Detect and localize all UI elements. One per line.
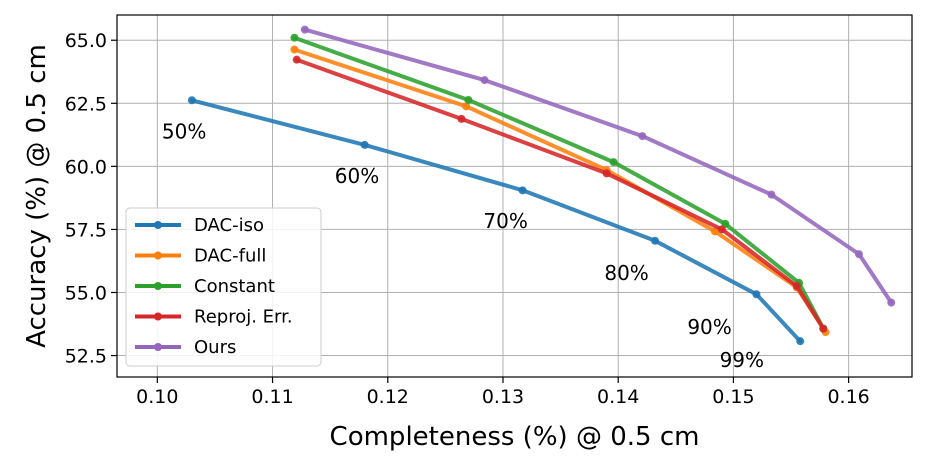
legend-swatch-marker: [154, 251, 162, 260]
data-point-constant: [290, 33, 299, 42]
percent-annotation: 50%: [162, 120, 206, 144]
series-line-ours: [302, 27, 894, 305]
y-tick-label: 62.5: [65, 93, 107, 115]
data-point-reproj-err: [457, 114, 466, 123]
annotation-layer: 50% 60% 70% 80% 90% 99%: [162, 120, 764, 372]
series-line-constant: [292, 35, 826, 331]
legend-box: [125, 207, 322, 367]
legend-label: Ours: [194, 337, 236, 358]
legend-swatch-marker: [154, 221, 162, 229]
x-tick-label: 0.16: [827, 386, 869, 408]
x-tick-label: 0.15: [712, 386, 754, 408]
data-point-dac-full: [290, 45, 299, 54]
data-point-ours: [480, 76, 489, 85]
data-point-ours: [767, 190, 776, 199]
data-point-ours: [855, 250, 863, 259]
data-point-dac-iso: [518, 186, 527, 195]
data-point-constant: [464, 96, 473, 105]
grid-layer: [117, 15, 912, 377]
data-point-ours: [887, 298, 896, 307]
legend-swatch-marker: [154, 312, 162, 321]
legend-swatch-marker: [154, 343, 162, 351]
data-point-dac-iso: [360, 140, 369, 149]
tick-layer: 0.10 0.11 0.12 0.13 0.14 0.15 0.16 52.5 55.0 57.5…: [65, 30, 870, 408]
series-dac-iso: [187, 96, 805, 346]
data-point-dac-iso: [651, 236, 660, 245]
legend: DAC-iso DAC-full Constant Reproj. Err. Ours: [125, 207, 322, 367]
data-point-reproj-err: [602, 169, 611, 178]
legend-label: DAC-full: [194, 246, 266, 267]
x-tick-label: 0.12: [367, 386, 409, 408]
y-tick-label: 57.5: [65, 219, 107, 241]
series-reproj-err: [292, 55, 828, 333]
percent-annotation: 99%: [720, 348, 764, 372]
data-point-dac-iso: [796, 337, 805, 346]
percent-annotation: 60%: [335, 164, 379, 188]
data-point-reproj-err: [792, 282, 801, 291]
data-point-dac-iso: [187, 96, 196, 105]
legend-label: DAC-iso: [194, 215, 264, 236]
series-ours: [300, 25, 896, 307]
legend-swatch-marker: [154, 282, 162, 290]
data-point-ours: [638, 132, 647, 141]
percent-annotation: 80%: [604, 261, 648, 285]
y-axis-title: Accuracy (%) @ 0.5 cm: [22, 44, 52, 348]
y-tick-label: 52.5: [65, 346, 107, 368]
data-point-constant: [609, 158, 618, 167]
percent-annotation: 90%: [687, 315, 731, 339]
data-point-reproj-err: [819, 324, 828, 333]
y-tick-label: 60.0: [65, 156, 107, 178]
y-tick-label: 65.0: [65, 30, 107, 52]
data-point-reproj-err: [717, 225, 726, 234]
x-tick-label: 0.10: [136, 386, 178, 408]
percent-annotation: 70%: [483, 209, 527, 233]
y-tick-label: 55.0: [65, 282, 107, 304]
x-tick-label: 0.13: [482, 386, 524, 408]
x-tick-label: 0.11: [251, 386, 293, 408]
data-point-dac-full: [462, 102, 471, 111]
legend-label: Reproj. Err.: [194, 307, 293, 328]
legend-label: Constant: [194, 276, 275, 297]
series-line-dac-iso: [189, 98, 803, 344]
data-point-dac-iso: [752, 290, 761, 299]
data-point-dac-full: [710, 227, 719, 236]
series-line-reproj-err: [294, 57, 826, 331]
x-axis-title: Completeness (%) @ 0.5 cm: [330, 422, 700, 452]
data-point-ours: [300, 25, 309, 34]
data-point-reproj-err: [292, 55, 301, 64]
plot-frame: [116, 14, 913, 378]
x-tick-label: 0.14: [597, 386, 639, 408]
series-layer: [187, 25, 896, 346]
